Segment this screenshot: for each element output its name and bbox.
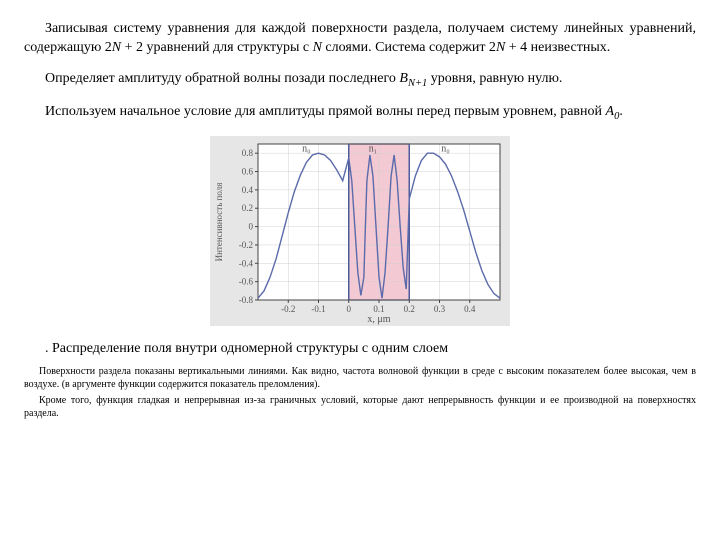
svg-text:-0.1: -0.1 bbox=[311, 304, 325, 314]
p1-mid: + 2 уравнений для структуры с bbox=[121, 40, 312, 55]
var-N-3: N bbox=[496, 40, 505, 55]
caption-lead: . bbox=[45, 341, 52, 356]
svg-text:0.3: 0.3 bbox=[434, 304, 446, 314]
sub-Nplus1: N+1 bbox=[408, 78, 427, 89]
figure-caption: . Распределение поля внутри одномерной с… bbox=[24, 340, 696, 359]
paragraph-2a: Определяет амплитуду обратной волны поза… bbox=[24, 70, 696, 91]
svg-text:-0.6: -0.6 bbox=[239, 276, 254, 286]
svg-text:0: 0 bbox=[249, 221, 254, 231]
p2b-end: . bbox=[619, 104, 623, 119]
svg-text:Интенсивность поля: Интенсивность поля bbox=[214, 182, 224, 261]
svg-text:0.4: 0.4 bbox=[464, 304, 476, 314]
p1-end2: + 4 неизвестных. bbox=[505, 40, 610, 55]
p2a-end: уровня, равную нулю. bbox=[427, 71, 562, 86]
paragraph-1: Записывая систему уравнения для каждой п… bbox=[24, 20, 696, 58]
svg-text:x, μm: x, μm bbox=[367, 314, 390, 325]
svg-text:0.1: 0.1 bbox=[373, 304, 384, 314]
var-B: B bbox=[399, 71, 408, 86]
svg-text:-0.4: -0.4 bbox=[239, 258, 254, 268]
var-N-2: N bbox=[313, 40, 322, 55]
p2a-text: Определяет амплитуду обратной волны поза… bbox=[45, 71, 399, 86]
fine-text-2: Кроме того, функция гладкая и непрерывна… bbox=[24, 394, 696, 421]
svg-text:-0.2: -0.2 bbox=[281, 304, 295, 314]
p2b-text: Используем начальное условие для амплиту… bbox=[45, 104, 606, 119]
fine-text-1: Поверхности раздела показаны вертикальны… bbox=[24, 365, 696, 392]
svg-text:0.2: 0.2 bbox=[404, 304, 415, 314]
svg-text:0: 0 bbox=[347, 304, 352, 314]
svg-text:0.2: 0.2 bbox=[242, 203, 253, 213]
svg-text:n₀: n₀ bbox=[302, 143, 311, 154]
var-N-1: N bbox=[112, 40, 121, 55]
svg-text:-0.8: -0.8 bbox=[239, 295, 254, 305]
var-A: A bbox=[606, 104, 615, 119]
p1-end: слоями. Система содержит 2 bbox=[322, 40, 496, 55]
svg-text:0.4: 0.4 bbox=[242, 185, 254, 195]
svg-text:0.6: 0.6 bbox=[242, 166, 254, 176]
svg-text:0.8: 0.8 bbox=[242, 148, 254, 158]
line-chart: -0.2 -0.1 0 0.1 0.2 0.3 0.4 -0.8 -0.6 -0.4 -0.2 0 0.… bbox=[210, 136, 510, 326]
svg-text:n₀: n₀ bbox=[441, 143, 450, 154]
paragraph-2b: Используем начальное условие для амплиту… bbox=[24, 103, 696, 124]
svg-text:n₁: n₁ bbox=[369, 143, 378, 154]
caption-text: Распределение поля внутри одномерной стр… bbox=[52, 341, 448, 356]
figure-container: -0.2 -0.1 0 0.1 0.2 0.3 0.4 -0.8 -0.6 -0.4 -0.2 0 0.… bbox=[24, 136, 696, 326]
svg-text:-0.2: -0.2 bbox=[239, 240, 253, 250]
